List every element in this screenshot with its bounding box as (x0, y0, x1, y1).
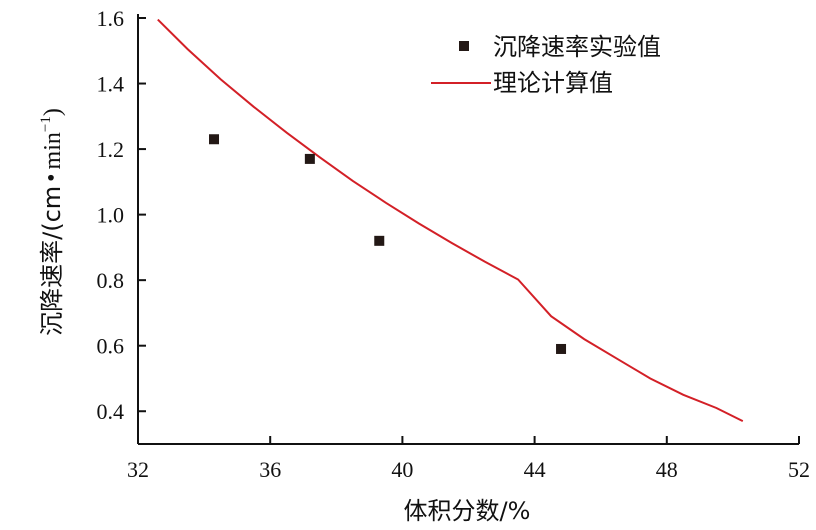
y-axis-title-close: ) (40, 108, 66, 116)
y-axis-title-unit: min (40, 132, 66, 169)
x-tick-label: 36 (259, 457, 281, 482)
x-tick-label: 32 (127, 457, 149, 482)
y-tick-label: 1.4 (97, 72, 125, 97)
legend: 沉降速率实验值 理论计算值 (431, 33, 661, 97)
legend-label-experimental: 沉降速率实验值 (493, 33, 661, 61)
y-axis-title-main: 沉降速率/(cm (38, 186, 66, 336)
legend-marker-square (459, 41, 469, 51)
y-tick-label: 0.8 (97, 268, 125, 293)
x-tick-label: 52 (788, 457, 810, 482)
y-tick-label: 0.4 (97, 399, 125, 424)
y-axis-title-sup: −1 (38, 116, 54, 132)
x-axis-title: 体积分数/% (404, 497, 531, 525)
y-axis-title-dot: • (39, 173, 65, 181)
y-tick-label: 1.0 (97, 203, 125, 228)
y-tick-label: 1.2 (97, 137, 125, 162)
plot-area (157, 18, 744, 422)
x-ticks: 32 36 40 44 48 52 (127, 436, 810, 482)
y-tick-label: 1.6 (97, 6, 125, 31)
y-axis-title: 沉降速率/(cm • min−1) (38, 108, 66, 336)
axes (137, 14, 799, 445)
experimental-point (374, 235, 385, 246)
x-tick-label: 40 (391, 457, 413, 482)
x-tick-label: 44 (524, 457, 546, 482)
experimental-point (556, 343, 567, 354)
experimental-point (304, 153, 315, 164)
y-ticks: 0.4 0.6 0.8 1.0 1.2 1.4 1.6 (97, 6, 146, 424)
theory-curve (157, 18, 744, 422)
y-tick-label: 0.6 (97, 334, 125, 359)
legend-label-theory: 理论计算值 (493, 69, 613, 97)
x-tick-label: 48 (656, 457, 678, 482)
experimental-point (209, 134, 220, 145)
